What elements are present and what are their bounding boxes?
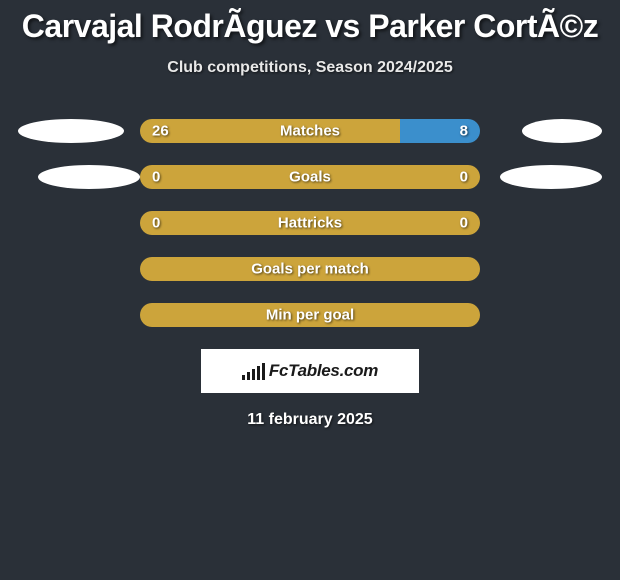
stat-bar: 0 0 Hattricks <box>140 211 480 235</box>
stat-row: 0 0 Goals <box>0 165 620 189</box>
stat-label: Goals <box>289 169 331 186</box>
comparison-widget: Carvajal RodrÃ­guez vs Parker CortÃ©z Cl… <box>0 0 620 429</box>
player-left-oval <box>18 119 124 143</box>
right-oval-slot <box>480 119 610 143</box>
logo-bars-icon <box>242 362 265 380</box>
stat-value-left: 26 <box>152 123 169 140</box>
stat-value-left: 0 <box>152 169 160 186</box>
page-title: Carvajal RodrÃ­guez vs Parker CortÃ©z <box>0 8 620 45</box>
date-text: 11 february 2025 <box>0 411 620 429</box>
bar-left-segment <box>140 119 400 143</box>
stat-value-right: 0 <box>460 215 468 232</box>
stat-rows: 26 8 Matches 0 0 Goals 0 0 Hattricks Goals per ma… <box>0 119 620 327</box>
stat-label: Goals per match <box>251 261 369 278</box>
stat-label: Hattricks <box>278 215 342 232</box>
player-right-oval <box>522 119 602 143</box>
logo: FcTables.com <box>242 361 378 381</box>
bar-right-segment <box>400 119 480 143</box>
stat-label: Matches <box>280 123 340 140</box>
stat-bar: Goals per match <box>140 257 480 281</box>
stat-bar: 0 0 Goals <box>140 165 480 189</box>
subtitle: Club competitions, Season 2024/2025 <box>0 59 620 77</box>
stat-row: Goals per match <box>0 257 620 281</box>
logo-text: FcTables.com <box>269 361 378 381</box>
stat-bar: Min per goal <box>140 303 480 327</box>
left-oval-slot <box>10 119 140 143</box>
stat-row: Min per goal <box>0 303 620 327</box>
left-oval-slot <box>10 165 140 189</box>
stat-value-right: 8 <box>460 123 468 140</box>
stat-value-right: 0 <box>460 169 468 186</box>
player-left-oval <box>38 165 140 189</box>
right-oval-slot <box>480 165 610 189</box>
logo-box[interactable]: FcTables.com <box>201 349 419 393</box>
stat-bar: 26 8 Matches <box>140 119 480 143</box>
stat-value-left: 0 <box>152 215 160 232</box>
stat-row: 0 0 Hattricks <box>0 211 620 235</box>
player-right-oval <box>500 165 602 189</box>
stat-label: Min per goal <box>266 307 354 324</box>
stat-row: 26 8 Matches <box>0 119 620 143</box>
